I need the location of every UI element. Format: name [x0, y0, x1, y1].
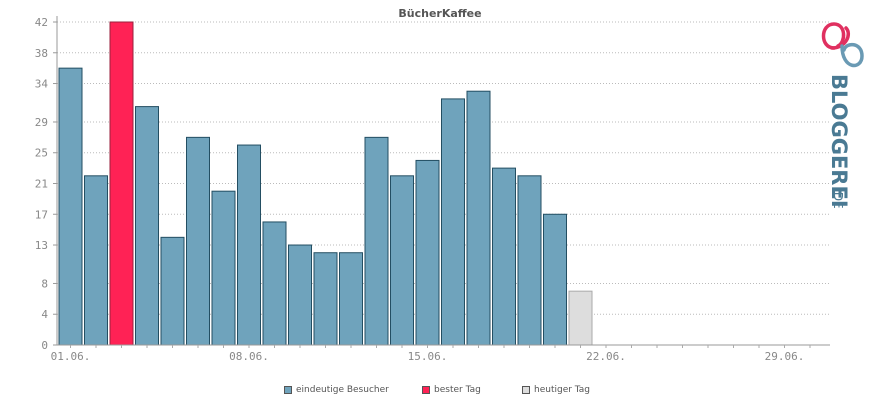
y-tick-label: 34: [35, 78, 49, 91]
y-tick-label: 29: [35, 116, 48, 129]
x-tick-label: 15.06.: [408, 350, 448, 363]
bar-14.06.: [390, 175, 414, 346]
legend-label-today: heutiger Tag: [534, 385, 591, 395]
legend-label-best-day: bester Tag: [434, 385, 481, 395]
legend-swatch-best-day: [422, 386, 430, 394]
bars: [58, 21, 593, 346]
x-tick-label: 22.06.: [586, 350, 626, 363]
y-tick-label: 42: [35, 16, 48, 29]
bar-16.06.: [441, 98, 465, 346]
bar-05.06.: [160, 236, 185, 346]
logo-icon: [821, 22, 864, 68]
y-tick-label: 8: [41, 277, 48, 290]
bar-01.06.: [58, 67, 83, 346]
bar-10.06.: [288, 244, 312, 346]
chart-title: BücherKaffee: [398, 7, 481, 20]
x-axis-ticks: 01.06. 08.06. 15.06. 22.06. 29.06.: [51, 345, 811, 363]
legend-item-today: heutiger Tag: [522, 385, 590, 395]
logo-suffix: .DE: [831, 188, 845, 209]
bar-02.06.: [84, 175, 108, 346]
bar-17.06.: [466, 90, 491, 346]
y-tick-label: 0: [41, 339, 48, 352]
bar-21.06.: [568, 290, 593, 346]
x-tick-label: 01.06.: [51, 350, 91, 363]
bar-06.06.: [186, 136, 210, 346]
x-tick-label: 08.06.: [229, 350, 269, 363]
bloggerei-logo: BLOGGEREI .DE: [821, 22, 864, 209]
bar-11.06.: [313, 252, 338, 346]
legend-item-best-day: bester Tag: [422, 385, 481, 395]
y-tick-label: 25: [35, 147, 48, 160]
legend-swatch-today: [522, 386, 530, 394]
legend-swatch-visitors: [284, 386, 292, 394]
y-tick-label: 38: [35, 47, 48, 60]
bar-12.06.: [339, 252, 363, 346]
bar-13.06.: [364, 136, 389, 346]
bar-07.06.: [211, 190, 236, 346]
x-tick-label: 29.06.: [765, 350, 805, 363]
y-tick-label: 21: [35, 178, 48, 191]
axes: [56, 16, 830, 346]
bar-15.06.: [415, 159, 440, 346]
bar-04.06.: [135, 106, 159, 346]
bar-03.06.: [109, 21, 134, 346]
logo-wordmark: BLOGGEREI: [827, 74, 851, 208]
legend-item-visitors: eindeutige Besucher: [284, 385, 389, 395]
bar-19.06.: [517, 175, 542, 346]
legend: eindeutige Besucher bester Tag heutiger …: [0, 385, 870, 399]
bar-20.06.: [543, 213, 567, 346]
y-axis-ticks: 0 4 8 13 17 21 25 29 34 38 42: [35, 16, 57, 352]
bar-08.06.: [237, 144, 261, 346]
legend-label-visitors: eindeutige Besucher: [296, 385, 389, 395]
bar-18.06.: [492, 167, 516, 346]
y-tick-label: 17: [35, 208, 48, 221]
y-tick-label: 13: [35, 239, 48, 252]
bar-09.06.: [262, 221, 287, 346]
y-tick-label: 4: [41, 308, 48, 321]
